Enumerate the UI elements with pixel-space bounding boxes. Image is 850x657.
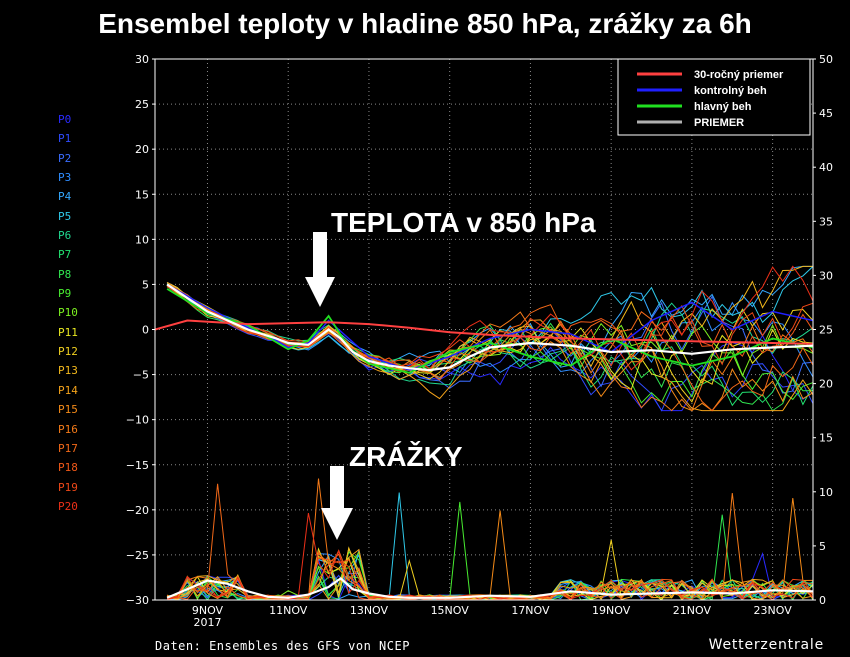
- plot-frame: [154, 58, 814, 601]
- y-left-tick-label: −25: [126, 549, 149, 562]
- member-label: P6: [58, 229, 72, 243]
- y-right-tick-label: 50: [819, 53, 833, 66]
- member-label: P13: [58, 364, 78, 378]
- member-label: P20: [58, 499, 78, 513]
- member-label: P15: [58, 403, 78, 417]
- member-label: P11: [58, 325, 78, 339]
- y-left-tick-label: 0: [142, 324, 149, 337]
- source-credit: Daten: Ensembles des GFS von NCEP: [155, 639, 410, 653]
- x-tick-label: 9NOV: [192, 604, 224, 617]
- member-label: P18: [58, 461, 78, 475]
- legend-label: kontrolný beh: [694, 85, 767, 97]
- annotation-precip: ZRÁŽKY: [349, 441, 463, 472]
- x-tick-label: 17NOV: [511, 604, 550, 617]
- member-list: P0 P1 P2 P3 P4 P5 P6 P7 P8 P9 P10 P11 P12 P13 P14 P15 P1…: [58, 110, 78, 516]
- y-right-tick-label: 30: [819, 269, 833, 282]
- y-left-tick-label: 10: [135, 233, 149, 246]
- y-left-tick-label: −5: [133, 369, 149, 382]
- member-label: P8: [58, 267, 72, 281]
- y-left-tick-label: 30: [135, 53, 149, 66]
- member-label: P5: [58, 209, 72, 223]
- member-temp-line: [166, 286, 813, 367]
- y-left-tick-label: 20: [135, 143, 149, 156]
- member-precip-line: [166, 478, 813, 600]
- arrow-temp-icon: [305, 232, 335, 307]
- x-tick-label: 11NOV: [269, 604, 308, 617]
- y-left-tick-label: −30: [126, 594, 149, 607]
- member-precip-line: [166, 483, 813, 600]
- arrow-precip-icon: [321, 466, 353, 540]
- member-temp-line: [166, 265, 813, 377]
- x-tick-label: 21NOV: [673, 604, 712, 617]
- member-label: P4: [58, 190, 72, 204]
- annotation-temp: TEPLOTA v 850 hPa: [331, 207, 596, 238]
- y-right-tick-label: 40: [819, 161, 833, 174]
- legend-label: 30-ročný priemer: [694, 69, 784, 81]
- x-axis: 9NOV 11NOV 13NOV 15NOV 17NOV 19NOV 21NOV 23NOV 2…: [192, 604, 792, 629]
- y-right-tick-label: 0: [819, 594, 826, 607]
- member-label: P1: [58, 132, 72, 146]
- ensemble-mean-precip-line: [166, 576, 813, 599]
- y-left-tick-label: 5: [142, 278, 149, 291]
- y-right-tick-label: 35: [819, 215, 833, 228]
- ensemble-mean-line: [166, 283, 813, 372]
- legend-label: hlavný beh: [694, 101, 752, 113]
- member-label: P7: [58, 248, 72, 262]
- x-tick-label: 13NOV: [350, 604, 389, 617]
- y-right-tick-label: 20: [819, 378, 833, 391]
- y-left-tick-label: −10: [126, 414, 149, 427]
- member-label: P16: [58, 422, 78, 436]
- ensemble-member-lines: [166, 265, 813, 600]
- member-label: P9: [58, 287, 72, 301]
- member-label: P12: [58, 345, 78, 359]
- y-right-tick-label: 15: [819, 432, 833, 445]
- y-left-tick-label: 15: [135, 188, 149, 201]
- main-run-line: [166, 288, 813, 374]
- chart-title: Ensembel teploty v hladine 850 hPa, zráž…: [98, 8, 752, 39]
- member-label: P10: [58, 306, 78, 320]
- y-axis-right: 0 5 10 15 20 25 30 35 40 45 50: [813, 53, 833, 607]
- y-right-tick-label: 45: [819, 107, 833, 120]
- member-label: P14: [58, 383, 78, 397]
- y-left-tick-label: −15: [126, 459, 149, 472]
- member-label: P3: [58, 171, 72, 185]
- x-tick-label: 19NOV: [592, 604, 631, 617]
- legend-label: PRIEMER: [694, 117, 744, 129]
- legend: 30-ročný priemer kontrolný beh hlavný beh P…: [617, 58, 811, 136]
- special-lines: [155, 283, 813, 599]
- brand-label: Wetterzentrale: [708, 637, 824, 653]
- member-label: P17: [58, 441, 78, 455]
- y-right-tick-label: 25: [819, 324, 833, 337]
- x-tick-label: 15NOV: [431, 604, 470, 617]
- y-right-tick-label: 10: [819, 486, 833, 499]
- x-tick-label: 23NOV: [754, 604, 793, 617]
- y-right-tick-label: 5: [819, 540, 826, 553]
- y-left-tick-label: −20: [126, 504, 149, 517]
- member-label: P19: [58, 480, 78, 494]
- x-year-label: 2017: [193, 616, 221, 629]
- y-left-tick-label: 25: [135, 98, 149, 111]
- climatology-line: [155, 319, 813, 345]
- member-label: P0: [58, 113, 72, 126]
- y-axis-left: −30 −25 −20 −15 −10 −5 0 5 10 15 20 25 30: [126, 53, 155, 607]
- member-label: P2: [58, 151, 72, 165]
